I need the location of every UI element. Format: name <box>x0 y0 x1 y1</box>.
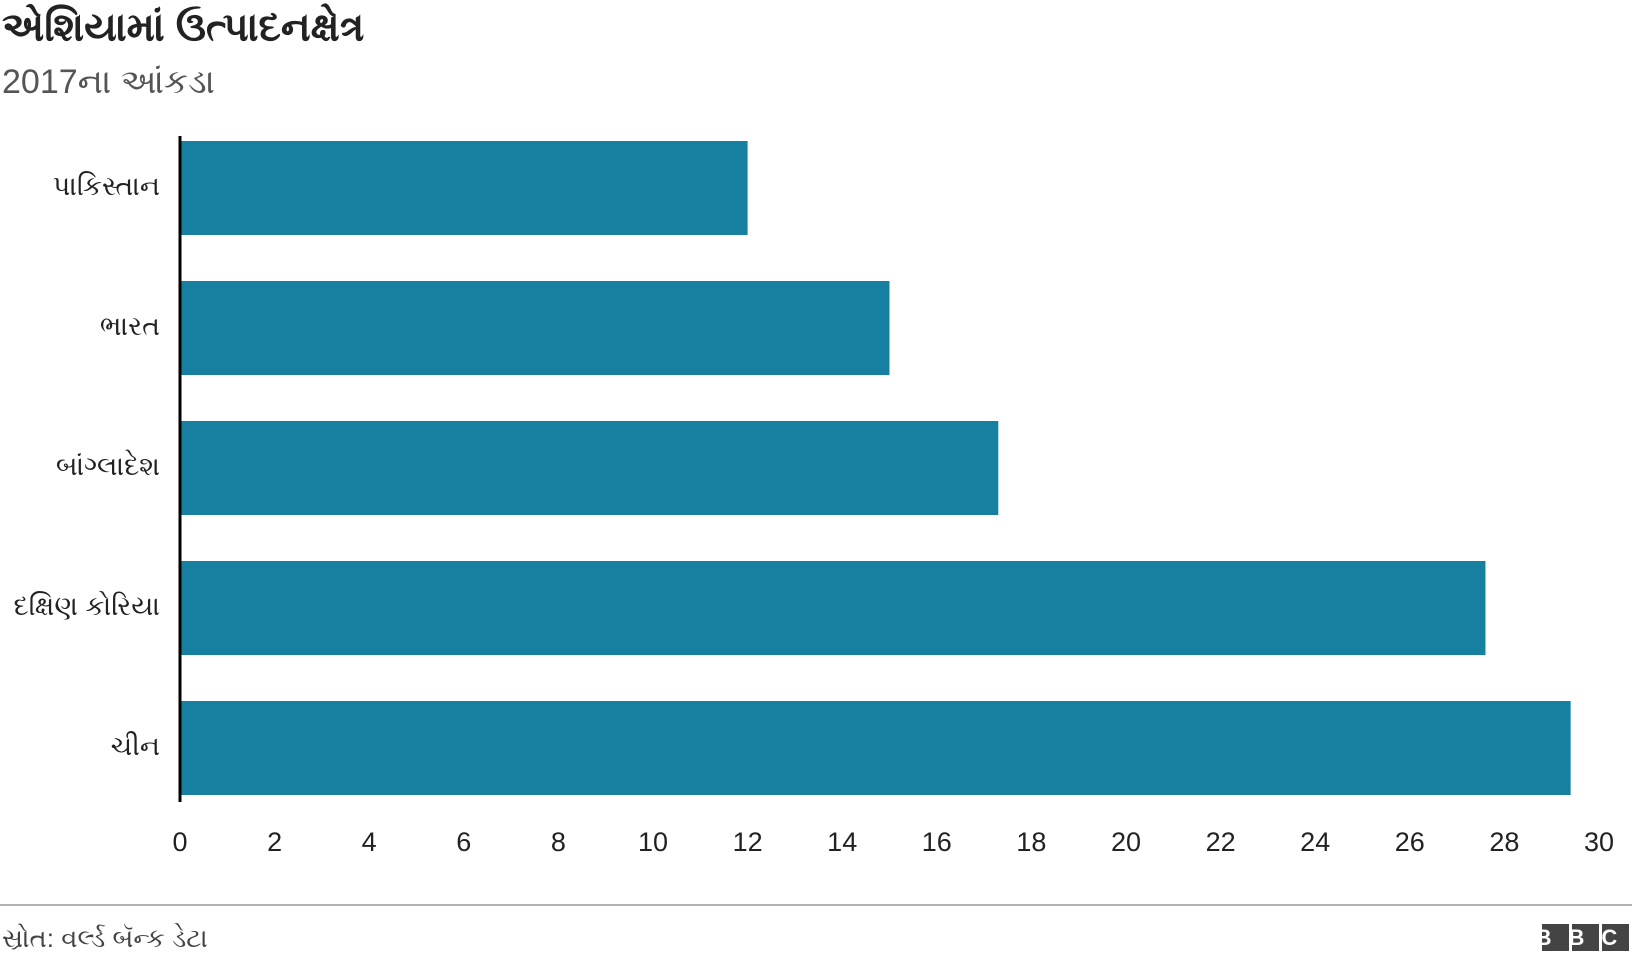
x-tick-label: 18 <box>1016 827 1046 857</box>
bar <box>180 141 748 235</box>
x-tick-label: 8 <box>551 827 566 857</box>
y-tick-label: દક્ષિણ કોરિયા <box>14 591 160 621</box>
logo-text: BBC <box>1536 925 1632 950</box>
x-tick-label: 4 <box>362 827 377 857</box>
x-tick-label: 12 <box>733 827 763 857</box>
x-tick-label: 26 <box>1395 827 1425 857</box>
x-tick-label: 20 <box>1111 827 1141 857</box>
x-tick-label: 10 <box>638 827 668 857</box>
y-tick-label: બાંગ્લાદેશ <box>56 450 160 481</box>
chart-title: એશિયામાં ઉત્પાદનક્ષેત્ર <box>2 3 364 49</box>
y-tick-label: ચીન <box>111 731 160 761</box>
x-tick-label: 28 <box>1489 827 1519 857</box>
bar <box>180 701 1571 795</box>
y-tick-label: ભારત <box>100 311 160 341</box>
logo: BBC <box>1536 924 1632 951</box>
x-tick-label: 2 <box>267 827 282 857</box>
x-tick-label: 30 <box>1584 827 1614 857</box>
x-tick-label: 6 <box>456 827 471 857</box>
x-tick-label: 14 <box>827 827 857 857</box>
x-tick-label: 22 <box>1206 827 1236 857</box>
y-tick-label: પાકિસ્તાન <box>53 171 160 201</box>
bar <box>180 561 1486 655</box>
chart-subtitle: 2017ના આંકડા <box>2 63 215 101</box>
x-tick-label: 24 <box>1300 827 1330 857</box>
source-note: સ્રોત: વર્લ્ડ બૅન્ક ડેટા <box>2 923 208 953</box>
bar <box>180 421 999 515</box>
bar <box>180 281 890 375</box>
x-tick-label: 16 <box>922 827 952 857</box>
x-tick-label: 0 <box>172 827 187 857</box>
